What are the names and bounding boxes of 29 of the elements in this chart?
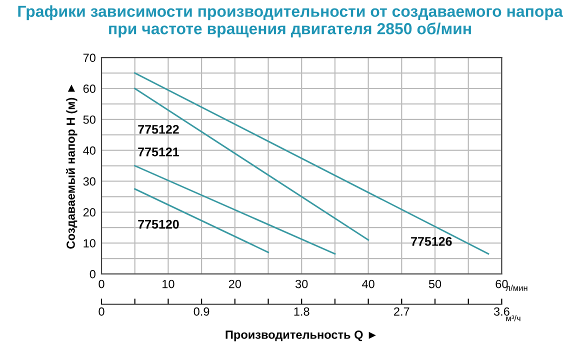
x-axis-title: л/мин (506, 284, 528, 291)
y-tick-label: 30 (83, 177, 96, 186)
x-tick-label: 30 (295, 280, 308, 288)
x2-tick-label: 0.9 (194, 307, 210, 316)
series-label: 775122 (138, 124, 179, 134)
x2-tick-label: 3.6 (494, 307, 510, 316)
x-tick-label: 50 (428, 280, 442, 288)
y-axis-title: Создаваемый напор H (м) ► (66, 84, 78, 249)
y-tick-label: 70 (83, 54, 96, 62)
text: Производительность Q ► (226, 330, 376, 342)
x2-axis-title: м³/ч (506, 315, 520, 322)
x-tick-label: 0 (98, 280, 104, 288)
series-label: 775120 (138, 220, 179, 229)
chart-title: Графики зависимости производительности от создаваемого напора при частоте вращения двигателя 2850 об/мин (18, 5, 563, 38)
x-tick-label: 10 (162, 280, 174, 288)
x2-tick-label: 0 (98, 307, 104, 316)
x-tick-label: 60 (496, 280, 508, 288)
series-label: 775126 (411, 236, 452, 246)
y-tick-label: 40 (83, 146, 96, 155)
y-tick-label: 10 (84, 239, 96, 248)
x2-tick-label: 2.7 (394, 307, 410, 316)
y-tick-label: 20 (83, 208, 96, 217)
y-tick-label: 60 (83, 84, 96, 93)
x2-tick-label: 1.8 (294, 307, 310, 316)
x-tick-label: 40 (362, 280, 374, 288)
series-label: 775121 (138, 148, 179, 156)
y-tick-label: 0 (90, 270, 96, 278)
x-tick-label: 20 (228, 280, 242, 288)
y-tick-label: 50 (83, 115, 96, 124)
